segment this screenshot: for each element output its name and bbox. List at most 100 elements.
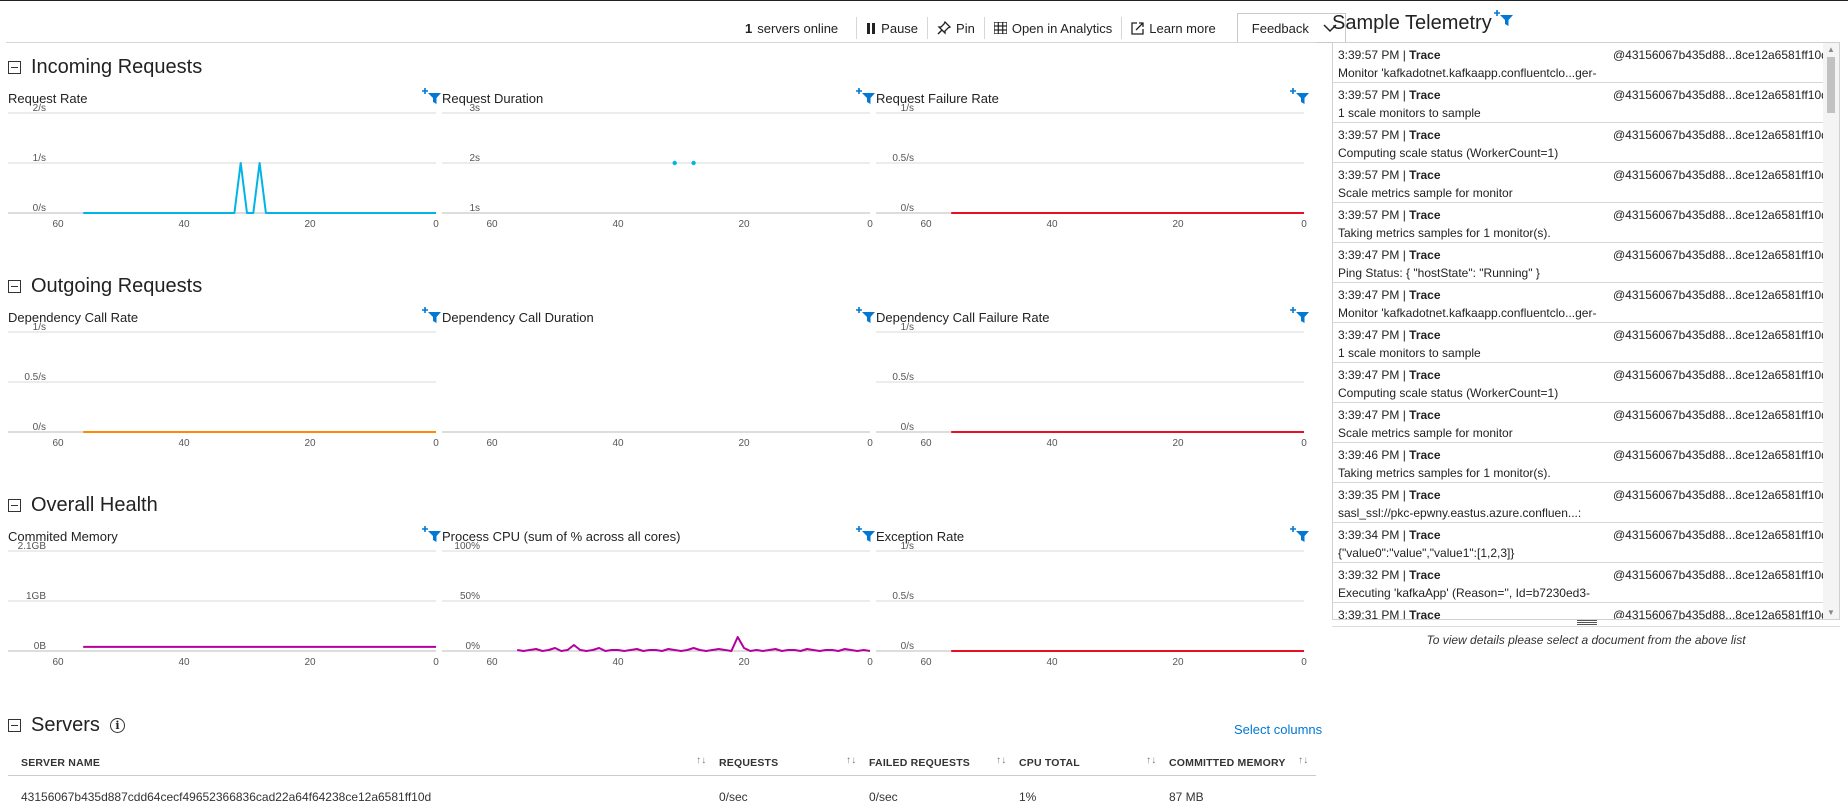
filter-icon[interactable] — [856, 525, 876, 543]
resize-grip-icon[interactable] — [1577, 620, 1597, 625]
telemetry-item[interactable]: 3:39:46 PM | Trace @43156067b435d88...8ce… — [1333, 443, 1828, 483]
data-point[interactable] — [691, 160, 696, 166]
collapse-icon[interactable] — [8, 499, 21, 512]
info-icon[interactable]: i — [109, 718, 125, 733]
y-tick-label: 0/s — [901, 641, 914, 652]
x-tick-label: 60 — [486, 438, 498, 449]
y-tick-label: 0/s — [33, 203, 46, 214]
telemetry-divider — [1332, 626, 1840, 627]
x-tick-label: 40 — [1046, 657, 1058, 668]
telemetry-item[interactable]: 3:39:57 PM | Trace @43156067b435d88...8ce… — [1333, 123, 1828, 163]
col-committed-memory[interactable]: COMMITTED MEMORY — [1169, 757, 1286, 769]
telemetry-item[interactable]: 3:39:31 PM | Trace @43156067b435d88...8ce… — [1333, 603, 1828, 620]
chart-process-cpu: Process CPU (sum of % across all cores) 1… — [442, 526, 875, 674]
open-in-analytics-button[interactable]: Open in Analytics — [985, 17, 1123, 39]
filter-icon[interactable] — [856, 306, 876, 324]
telemetry-message: Ping Status: { "hostState": "Running" } — [1338, 266, 1540, 280]
telemetry-item[interactable]: 3:39:47 PM | Trace @43156067b435d88...8ce… — [1333, 403, 1828, 443]
sort-icon[interactable]: ↑↓ — [696, 755, 707, 766]
col-server-name[interactable]: SERVER NAME — [21, 757, 101, 769]
filter-icon[interactable] — [1290, 306, 1310, 324]
select-columns-link[interactable]: Select columns — [1234, 722, 1323, 737]
telemetry-item[interactable]: 3:39:35 PM | Trace @43156067b435d88...8ce… — [1333, 483, 1828, 523]
telemetry-item[interactable]: 3:39:47 PM | Trace @43156067b435d88...8ce… — [1333, 283, 1828, 323]
learn-more-link[interactable]: Learn more — [1122, 17, 1224, 39]
pause-button[interactable]: Pause — [857, 17, 929, 39]
telemetry-time: 3:39:47 PM — [1338, 248, 1400, 262]
x-tick-label: 40 — [178, 219, 190, 230]
scroll-up-icon[interactable]: ▲ — [1827, 45, 1835, 54]
x-tick-label: 60 — [920, 438, 932, 449]
outgoing-requests-title: Outgoing Requests — [31, 275, 203, 297]
sort-icon[interactable]: ↑↓ — [846, 755, 857, 766]
y-tick-label: 0.5/s — [892, 372, 914, 383]
telemetry-item[interactable]: 3:39:57 PM | Trace @43156067b435d88...8ce… — [1333, 203, 1828, 243]
window-top-border — [0, 0, 1848, 1]
telemetry-server-id: @43156067b435d88...8ce12a6581ff10d — [1613, 128, 1828, 142]
telemetry-item[interactable]: 3:39:47 PM | Trace @43156067b435d88...8ce… — [1333, 323, 1828, 363]
telemetry-type: Trace — [1409, 568, 1441, 582]
pin-button[interactable]: Pin — [928, 17, 985, 39]
feedback-dropdown[interactable]: Feedback — [1236, 13, 1346, 43]
telemetry-item[interactable]: 3:39:57 PM | Trace @43156067b435d88...8ce… — [1333, 83, 1828, 123]
x-tick-label: 20 — [738, 438, 750, 449]
sort-icon[interactable]: ↑↓ — [1146, 755, 1157, 766]
telemetry-server-id: @43156067b435d88...8ce12a6581ff10d — [1613, 608, 1828, 620]
y-tick-label: 2/s — [33, 103, 46, 114]
x-tick-label: 60 — [52, 657, 64, 668]
telemetry-list[interactable]: 3:39:57 PM | Trace @43156067b435d88...8ce… — [1332, 42, 1840, 620]
filter-icon[interactable] — [1493, 10, 1514, 28]
scrollbar-thumb[interactable] — [1827, 57, 1835, 113]
pin-icon — [937, 21, 952, 35]
filter-icon[interactable] — [1290, 525, 1310, 543]
collapse-icon[interactable] — [8, 61, 21, 74]
collapse-icon[interactable] — [8, 280, 21, 293]
chart-dependency-call-failure-rate: Dependency Call Failure Rate 1/s 0.5/s 0/s 6… — [876, 307, 1309, 455]
telemetry-item[interactable]: 3:39:47 PM | Trace @43156067b435d88...8ce… — [1333, 243, 1828, 283]
col-requests[interactable]: REQUESTS — [719, 757, 779, 769]
telemetry-time: 3:39:31 PM — [1338, 608, 1400, 620]
telemetry-message: Scale metrics sample for monitor — [1338, 186, 1513, 200]
sort-icon[interactable]: ↑↓ — [1298, 755, 1309, 766]
data-point[interactable] — [672, 160, 677, 166]
filter-icon[interactable] — [1290, 87, 1310, 105]
filter-icon[interactable] — [422, 87, 442, 105]
chart-title: Dependency Call Duration — [442, 310, 594, 325]
telemetry-time-type: 3:39:47 PM | Trace — [1338, 248, 1441, 262]
x-tick-label: 20 — [1172, 657, 1184, 668]
cpu-total-cell: 1% — [1019, 790, 1037, 804]
x-tick-label: 20 — [738, 657, 750, 668]
x-tick-label: 0 — [867, 438, 873, 449]
x-tick-label: 0 — [433, 438, 439, 449]
table-row[interactable]: 43156067b435d887cdd64cecf49652366836cad2… — [8, 776, 1316, 808]
filter-icon[interactable] — [422, 306, 442, 324]
sort-icon[interactable]: ↑↓ — [996, 755, 1007, 766]
filter-icon[interactable] — [422, 525, 442, 543]
telemetry-item[interactable]: 3:39:57 PM | Trace @43156067b435d88...8ce… — [1333, 43, 1828, 83]
filter-icon[interactable] — [856, 87, 876, 105]
telemetry-item[interactable]: 3:39:47 PM | Trace @43156067b435d88...8ce… — [1333, 363, 1828, 403]
telemetry-time-type: 3:39:57 PM | Trace — [1338, 128, 1441, 142]
col-failed-requests[interactable]: FAILED REQUESTS — [869, 757, 971, 769]
chart-plot: 1/s 0.5/s 0/s 60 40 20 0 — [876, 541, 1307, 668]
telemetry-type: Trace — [1409, 128, 1441, 142]
telemetry-item[interactable]: 3:39:57 PM | Trace @43156067b435d88...8ce… — [1333, 163, 1828, 203]
telemetry-item[interactable]: 3:39:34 PM | Trace @43156067b435d88...8ce… — [1333, 523, 1828, 563]
telemetry-item[interactable]: 3:39:32 PM | Trace @43156067b435d88...8ce… — [1333, 563, 1828, 603]
scrollbar[interactable]: ▲ ▼ — [1823, 43, 1839, 619]
x-tick-label: 0 — [867, 657, 873, 668]
x-tick-label: 40 — [1046, 438, 1058, 449]
chevron-down-icon — [1323, 23, 1337, 32]
y-tick-label: 1/s — [901, 322, 914, 333]
col-cpu-total[interactable]: CPU TOTAL — [1019, 757, 1080, 769]
chart-plot: 1/s 0.5/s 0/s 60 40 20 0 — [876, 103, 1307, 230]
scroll-down-icon[interactable]: ▼ — [1827, 608, 1835, 617]
collapse-icon[interactable] — [8, 719, 21, 732]
telemetry-server-id: @43156067b435d88...8ce12a6581ff10d — [1613, 248, 1828, 262]
series-line[interactable] — [83, 162, 436, 214]
requests-cell: 0/sec — [719, 790, 748, 804]
telemetry-time-type: 3:39:46 PM | Trace — [1338, 448, 1441, 462]
servers-title: Servers — [31, 714, 100, 736]
series-line[interactable] — [517, 636, 871, 652]
chart-dependency-call-rate: Dependency Call Rate 1/s 0.5/s 0/s 60 40 20 0 — [8, 307, 441, 455]
